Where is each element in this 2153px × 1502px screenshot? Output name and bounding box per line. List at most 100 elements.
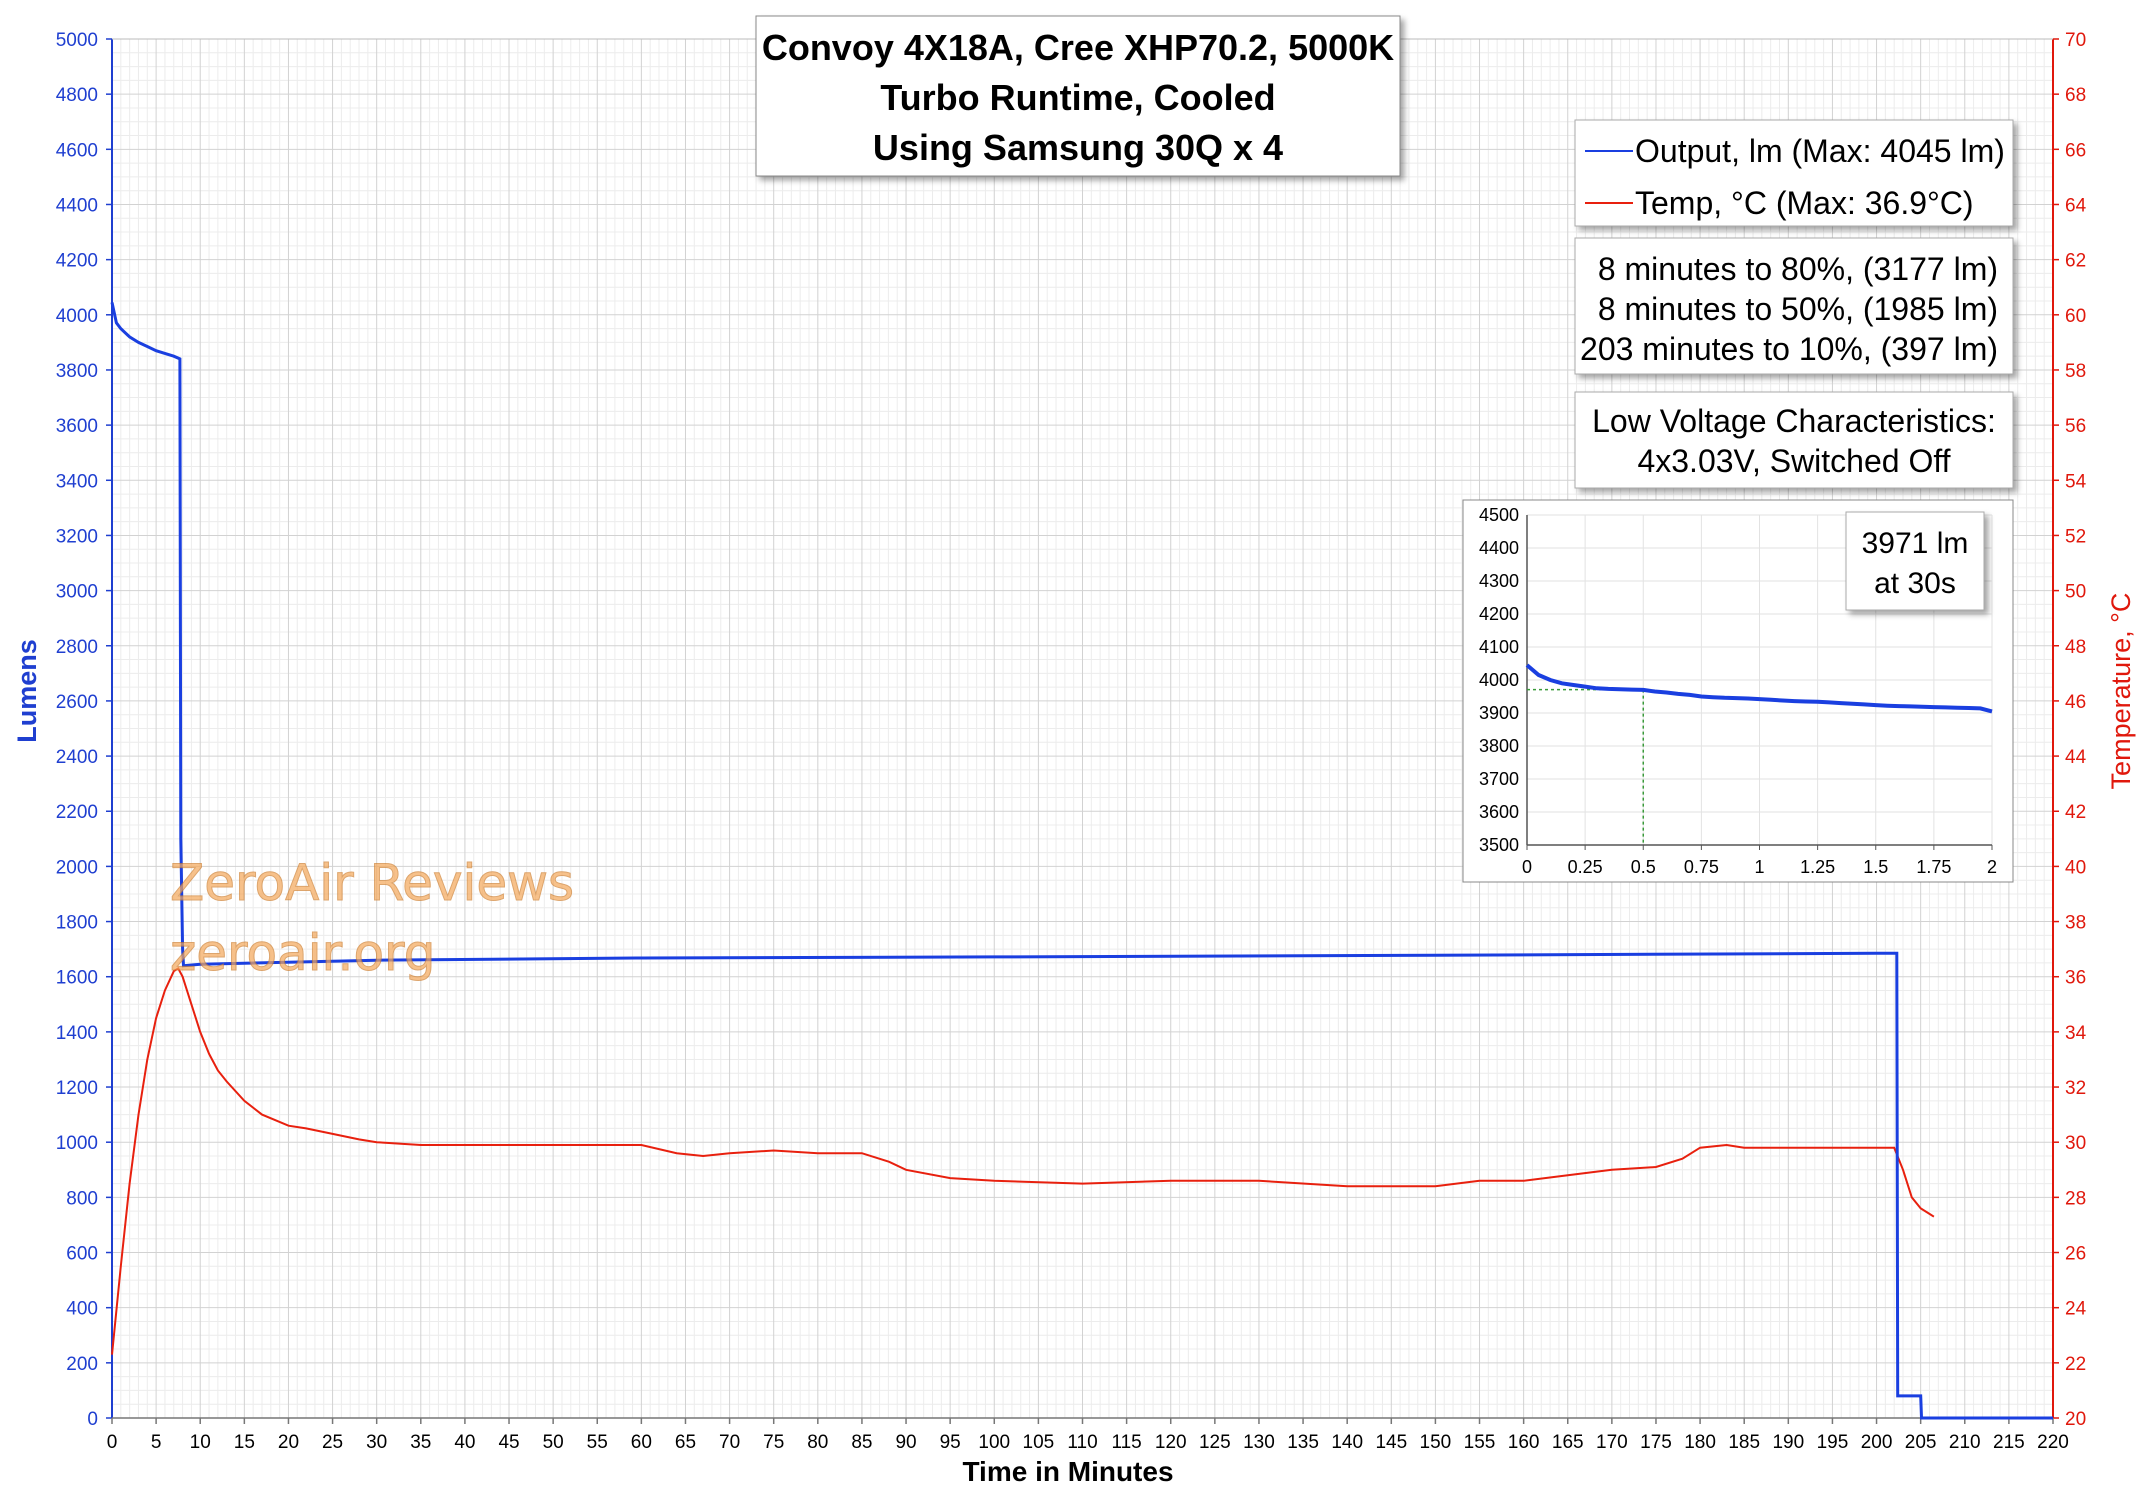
right-tick-label: 30: [2065, 1133, 2086, 1154]
left-tick-label: 2800: [56, 637, 98, 658]
title-box: Convoy 4X18A, Cree XHP70.2, 5000K Turbo …: [755, 15, 1401, 177]
x-tick-label: 125: [1199, 1432, 1231, 1453]
x-tick-label: 180: [1684, 1432, 1716, 1453]
left-axis-ticks: 0 200 400 600 800 1000 1200 1400 1600 1800 2000 220…: [56, 30, 112, 1430]
chart-title-line-2: Turbo Runtime, Cooled: [880, 77, 1275, 118]
left-tick-label: 3000: [56, 582, 98, 603]
inset-y-tick-label: 3800: [1479, 736, 1519, 756]
left-tick-label: 200: [66, 1354, 98, 1375]
right-tick-label: 60: [2065, 306, 2086, 327]
low-voltage-line-1: Low Voltage Characteristics:: [1592, 403, 1996, 439]
milestone-10: 203 minutes to 10%, (397 lm): [1580, 331, 1998, 367]
right-tick-label: 48: [2065, 637, 2086, 658]
left-tick-label: 3200: [56, 526, 98, 547]
milestone-50: 8 minutes to 50%, (1985 lm): [1598, 291, 1998, 327]
left-tick-label: 2400: [56, 747, 98, 768]
x-tick-label: 65: [675, 1432, 696, 1453]
x-tick-label: 160: [1508, 1432, 1540, 1453]
x-tick-label: 170: [1596, 1432, 1628, 1453]
x-tick-label: 45: [498, 1432, 519, 1453]
x-tick-label: 215: [1993, 1432, 2025, 1453]
inset-output-line: [1525, 663, 1993, 714]
inset-annotation-box: 3971 lm at 30s: [1845, 511, 1985, 611]
chart-title-line-1: Convoy 4X18A, Cree XHP70.2, 5000K: [762, 27, 1394, 68]
right-tick-label: 20: [2065, 1409, 2086, 1430]
x-tick-label: 40: [454, 1432, 475, 1453]
x-tick-label: 175: [1640, 1432, 1672, 1453]
inset-y-tick-label: 3900: [1479, 703, 1519, 723]
right-tick-label: 50: [2065, 582, 2086, 603]
right-tick-label: 34: [2065, 1023, 2087, 1044]
inset-y-tick-label: 4000: [1479, 670, 1519, 690]
x-tick-label: 30: [366, 1432, 387, 1453]
inset-y-tick-label: 4300: [1479, 571, 1519, 591]
right-tick-label: 68: [2065, 85, 2086, 106]
right-tick-label: 36: [2065, 968, 2086, 989]
left-tick-label: 3800: [56, 361, 98, 382]
right-tick-label: 46: [2065, 692, 2086, 713]
x-tick-label: 190: [1772, 1432, 1804, 1453]
right-tick-label: 44: [2065, 747, 2087, 768]
watermark-line-2: zeroair.org: [170, 924, 435, 982]
x-tick-label: 205: [1905, 1432, 1937, 1453]
inset-y-ticks: 3500 3600 3700 3800 3900 4000 4100 4200 4300 4400…: [1479, 505, 1519, 855]
right-axis-ticks: 20 22 24 26 28 30 32 34 36 38 40 42 44 46 48 50 52 54 56 58…: [2053, 30, 2087, 1430]
x-tick-label: 15: [234, 1432, 255, 1453]
milestone-80: 8 minutes to 80%, (3177 lm): [1598, 251, 1998, 287]
chart-title-line-3: Using Samsung 30Q x 4: [873, 127, 1283, 168]
y-axis-left-title: Lumens: [12, 639, 42, 743]
x-tick-label: 55: [587, 1432, 608, 1453]
x-tick-label: 120: [1155, 1432, 1187, 1453]
left-tick-label: 2600: [56, 692, 98, 713]
output-series-line: [110, 302, 2053, 1420]
inset-x-tick-label: 1.25: [1800, 857, 1835, 877]
watermark-line-1: ZeroAir Reviews: [170, 854, 574, 912]
x-tick-label: 185: [1728, 1432, 1760, 1453]
inset-x-tick-label: 0.5: [1631, 857, 1656, 877]
right-tick-label: 70: [2065, 30, 2086, 51]
inset-y-tick-label: 4500: [1479, 505, 1519, 525]
inset-y-tick-label: 4100: [1479, 637, 1519, 657]
x-tick-label: 75: [763, 1432, 784, 1453]
right-tick-label: 56: [2065, 416, 2086, 437]
x-tick-label: 110: [1067, 1432, 1097, 1453]
right-tick-label: 22: [2065, 1354, 2086, 1375]
x-tick-label: 70: [719, 1432, 740, 1453]
legend: Output, lm (Max: 4045 lm) Temp, °C (Max:…: [1574, 119, 2014, 227]
inset-y-tick-label: 4200: [1479, 604, 1519, 624]
x-tick-label: 10: [190, 1432, 211, 1453]
x-tick-label: 60: [631, 1432, 652, 1453]
right-tick-label: 28: [2065, 1188, 2086, 1209]
inset-x-ticks: 0 0.25 0.5 0.75 1 1.25 1.5 1.75 2: [1522, 845, 1997, 877]
x-tick-label: 20: [278, 1432, 299, 1453]
x-axis-ticks: 0 5 10 15 20 25 30 35 40 45 50 55 60 65 70 75 80 85 90 95 10…: [107, 1418, 2069, 1453]
x-tick-label: 0: [107, 1432, 118, 1453]
x-tick-label: 35: [410, 1432, 431, 1453]
x-tick-label: 5: [151, 1432, 162, 1453]
left-tick-label: 4600: [56, 140, 98, 161]
x-tick-label: 100: [978, 1432, 1010, 1453]
x-tick-label: 80: [807, 1432, 828, 1453]
right-tick-label: 62: [2065, 251, 2086, 272]
inset-y-tick-label: 3700: [1479, 769, 1519, 789]
watermark: ZeroAir Reviews zeroair.org: [170, 854, 575, 983]
inset-x-tick-label: 1: [1754, 857, 1764, 877]
left-tick-label: 1200: [56, 1078, 98, 1099]
milestones-box: 8 minutes to 80%, (3177 lm) 8 minutes to…: [1574, 237, 2014, 375]
right-tick-label: 52: [2065, 526, 2086, 547]
x-tick-label: 195: [1817, 1432, 1849, 1453]
inset-x-tick-label: 1.5: [1863, 857, 1888, 877]
left-tick-label: 1400: [56, 1023, 98, 1044]
low-voltage-box: Low Voltage Characteristics: 4x3.03V, Sw…: [1574, 391, 2014, 489]
x-tick-label: 145: [1375, 1432, 1407, 1453]
left-tick-label: 5000: [56, 30, 98, 51]
left-tick-label: 4200: [56, 251, 98, 272]
right-tick-label: 38: [2065, 913, 2086, 934]
inset-annotation-line-1: 3971 lm: [1862, 527, 1969, 560]
right-tick-label: 66: [2065, 140, 2086, 161]
temperature-series-line: [111, 966, 1935, 1355]
right-tick-label: 64: [2065, 195, 2087, 216]
x-tick-label: 90: [895, 1432, 916, 1453]
inset-y-tick-label: 3600: [1479, 802, 1519, 822]
inset-x-tick-label: 0.75: [1684, 857, 1719, 877]
